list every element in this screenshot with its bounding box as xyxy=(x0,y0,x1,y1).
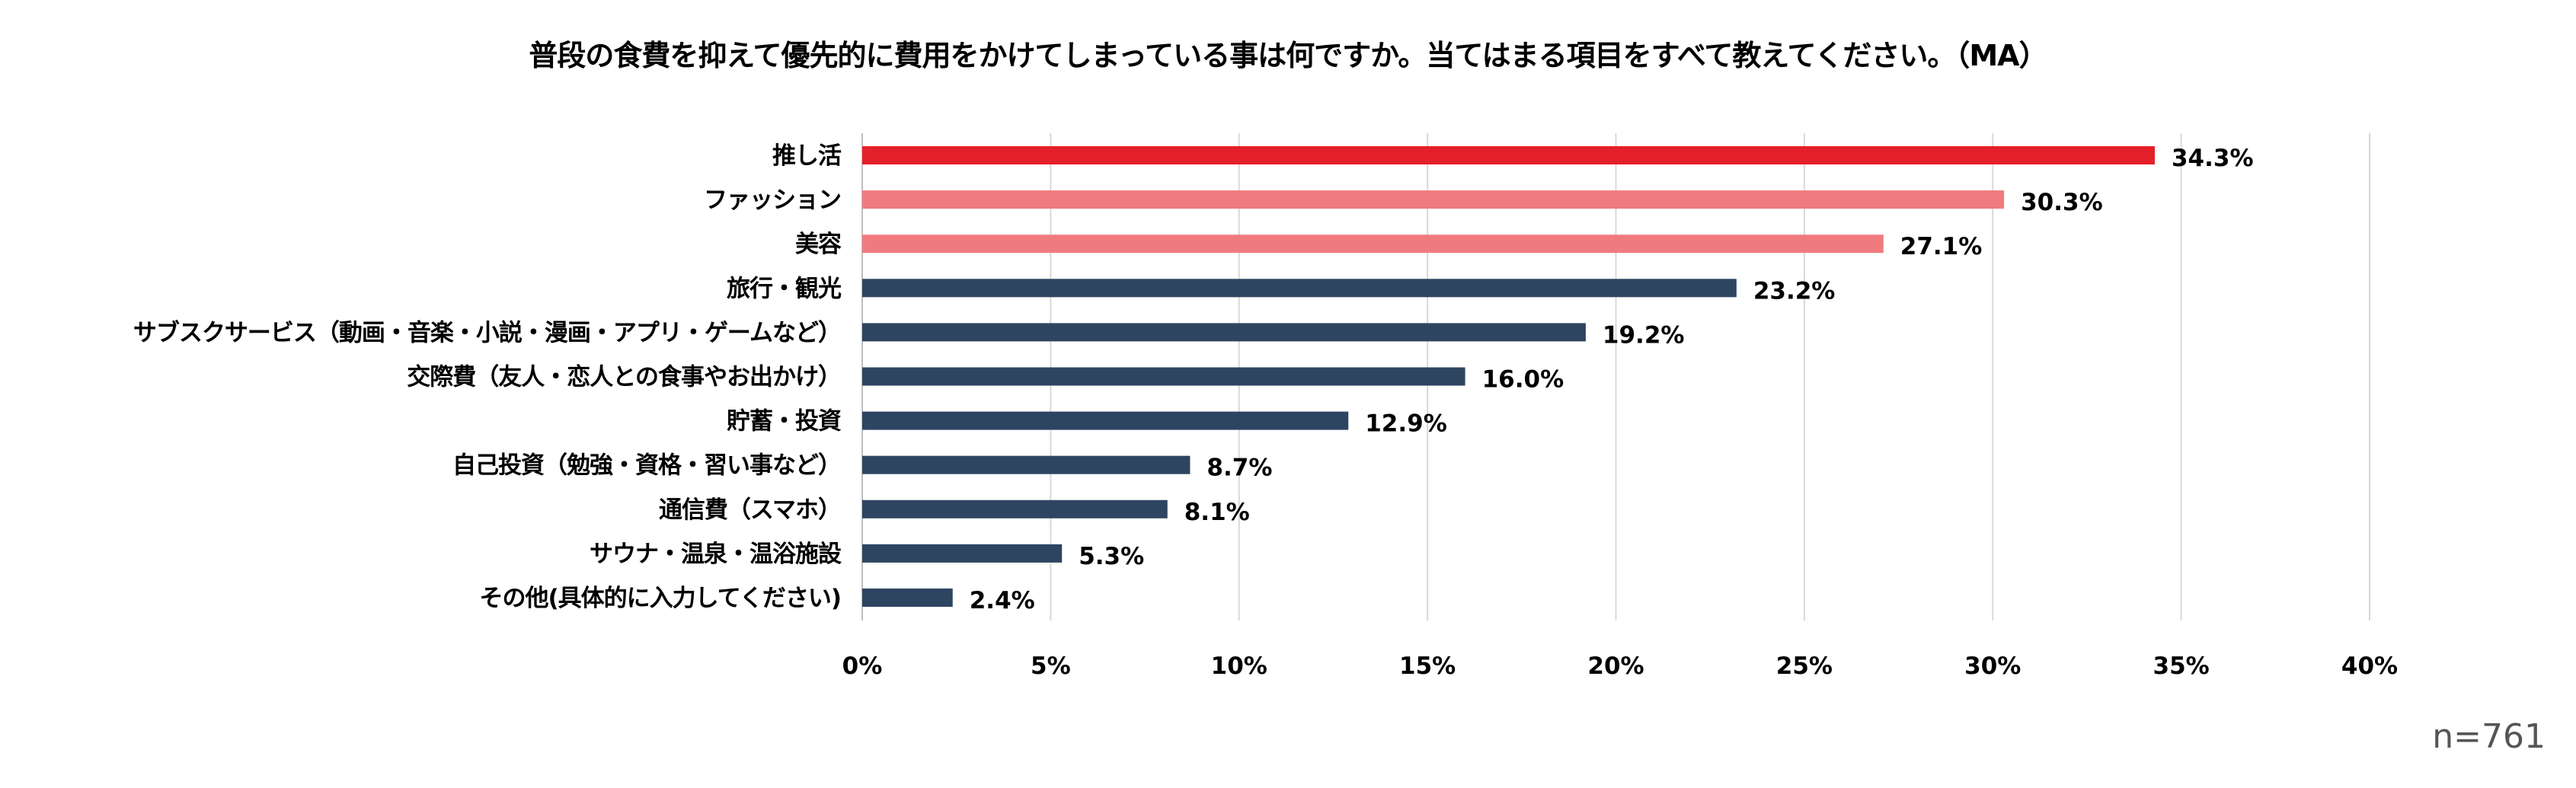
bar xyxy=(862,499,1168,518)
bar xyxy=(862,411,1349,430)
data-label: 8.7% xyxy=(1207,455,1272,482)
bar xyxy=(862,455,1191,474)
x-tick-label: 35% xyxy=(2153,652,2210,680)
data-label: 2.4% xyxy=(970,587,1035,614)
category-label: 通信費（スマホ） xyxy=(659,496,841,524)
x-tick-label: 40% xyxy=(2341,652,2398,680)
x-tick-label: 0% xyxy=(842,652,883,680)
data-label: 30.3% xyxy=(2021,189,2103,216)
bar xyxy=(862,279,1737,298)
category-label: その他(具体的に入力してください) xyxy=(480,585,841,612)
data-label: 34.3% xyxy=(2172,145,2254,172)
bar xyxy=(862,367,1465,386)
category-label: 旅行・観光 xyxy=(727,275,842,302)
chart-title: 普段の食費を抑えて優先的に費用をかけてしまっている事は何ですか。当てはまる項目を… xyxy=(529,39,2047,72)
bar xyxy=(862,190,2005,209)
data-label: 8.1% xyxy=(1184,499,1250,526)
x-tick-label: 15% xyxy=(1399,652,1456,680)
category-label: 自己投資（勉強・資格・習い事など） xyxy=(452,452,841,480)
data-label: 5.3% xyxy=(1079,543,1144,570)
x-tick-label: 20% xyxy=(1587,652,1644,680)
bar xyxy=(862,146,2155,164)
x-tick-label: 30% xyxy=(1964,652,2021,680)
data-label: 23.2% xyxy=(1753,277,1836,305)
bar xyxy=(862,544,1063,563)
category-label: サウナ・温泉・温浴施設 xyxy=(590,541,842,568)
bar xyxy=(862,589,953,607)
x-tick-label: 5% xyxy=(1031,652,1071,680)
category-label: 美容 xyxy=(795,231,842,258)
sample-size-note: n=761 xyxy=(2432,717,2546,756)
x-tick-label: 25% xyxy=(1776,652,1833,680)
category-label: 交際費（友人・恋人との食事やお出かけ） xyxy=(407,364,841,391)
data-label: 12.9% xyxy=(1365,410,1447,438)
data-label: 16.0% xyxy=(1482,366,1564,394)
category-label: サブスクサービス（動画・音楽・小説・漫画・アプリ・ゲームなど） xyxy=(133,319,841,346)
category-label: 推し活 xyxy=(772,142,842,170)
data-label: 19.2% xyxy=(1603,321,1685,349)
bar xyxy=(862,323,1586,342)
category-label: ファッション xyxy=(704,187,841,214)
bar xyxy=(862,234,1884,254)
category-label: 貯蓄・投資 xyxy=(727,408,842,435)
data-label: 27.1% xyxy=(1900,233,1983,260)
x-tick-label: 10% xyxy=(1211,652,1267,680)
